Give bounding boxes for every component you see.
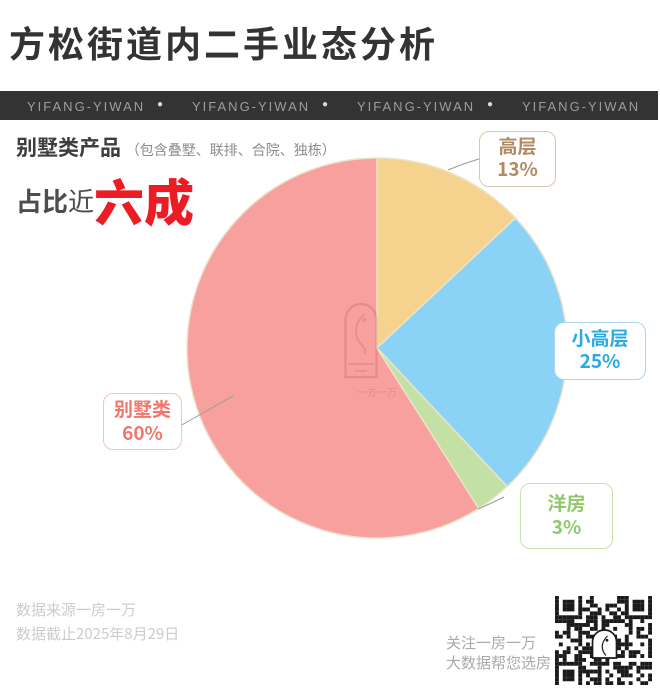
svg-text:一方一万: 一方一万 (357, 384, 397, 399)
